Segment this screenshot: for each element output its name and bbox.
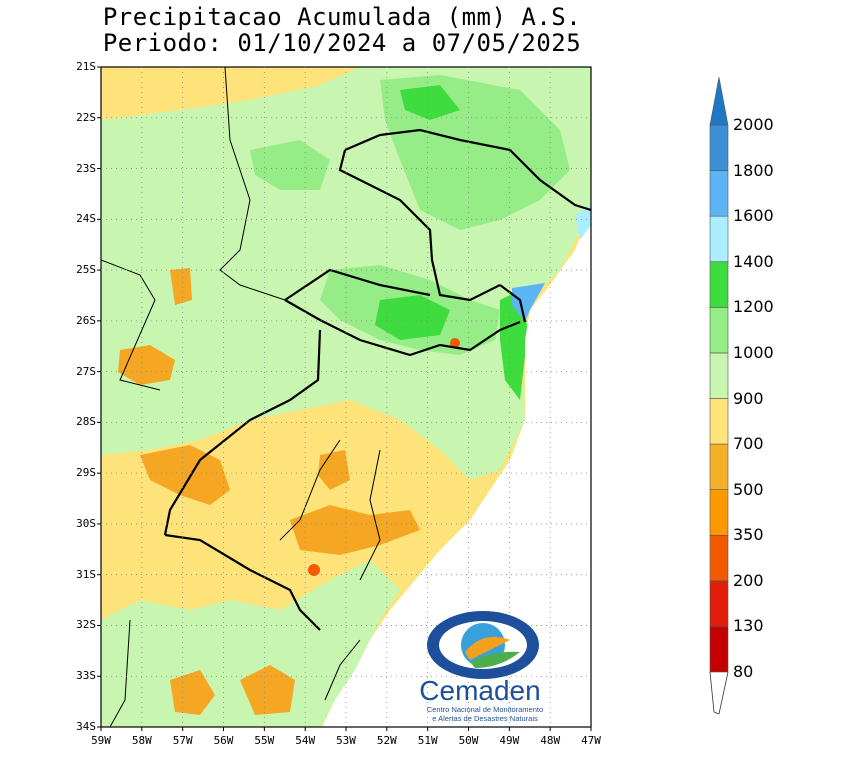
logo-eye-swoosh bbox=[465, 636, 510, 660]
sea bbox=[322, 210, 591, 727]
colorbar-level-label: 1000 bbox=[733, 342, 774, 362]
y-tick-label: 28S bbox=[76, 415, 96, 429]
y-tick-label: 21S bbox=[76, 60, 96, 73]
y-tick-label: 31S bbox=[76, 567, 96, 581]
colorbar-swatch bbox=[709, 170, 729, 217]
x-tick-label: 50W bbox=[458, 734, 479, 747]
colorbar-level-label: 80 bbox=[733, 662, 754, 681]
x-tick-label: 58W bbox=[131, 734, 152, 747]
x-tick-label: 57W bbox=[172, 734, 193, 747]
precip-zone-blue bbox=[512, 283, 545, 322]
chart-title-line1: Precipitacao Acumulada (mm) A.S. bbox=[102, 3, 582, 31]
colorbar-swatch bbox=[709, 215, 729, 263]
logo-subtitle-2: e Alertas de Desastres Naturais bbox=[432, 714, 538, 723]
state-borders bbox=[163, 128, 591, 631]
precip-spot-dark-orange bbox=[308, 564, 320, 576]
precip-spot-dark-orange-2 bbox=[450, 338, 460, 348]
y-tick-label: 27S bbox=[76, 364, 96, 378]
x-tick-label: 51W bbox=[417, 734, 438, 747]
x-tick-label: 54W bbox=[295, 734, 316, 747]
y-tick-label: 22S bbox=[76, 110, 96, 124]
colorbar-level-label: 130 bbox=[733, 616, 764, 636]
y-tick-label: 32S bbox=[76, 618, 96, 632]
precip-zone-bright-green-3 bbox=[500, 290, 528, 400]
colorbar-swatch bbox=[709, 534, 729, 582]
colorbar-swatch bbox=[709, 489, 729, 536]
colorbar-level-label: 1800 bbox=[733, 160, 774, 180]
y-tick-label: 26S bbox=[76, 313, 96, 327]
colorbar-level-label: 1600 bbox=[733, 206, 774, 226]
axis-ticks bbox=[97, 66, 592, 731]
y-tick-label: 29S bbox=[76, 466, 96, 480]
y-tick-label: 30S bbox=[76, 516, 96, 530]
x-tick-label: 52W bbox=[376, 734, 397, 747]
colorbar-max-extension bbox=[709, 76, 729, 126]
colorbar-level-label: 200 bbox=[733, 570, 764, 590]
cemaden-logo bbox=[427, 611, 539, 679]
colorbar-swatch bbox=[709, 398, 729, 445]
x-tick-label: 55W bbox=[254, 734, 275, 747]
precip-zone-orange-7 bbox=[170, 268, 192, 305]
precip-zone-orange-2 bbox=[140, 445, 230, 505]
logo-eye-swoosh-green bbox=[470, 651, 520, 668]
precip-zone-green-3 bbox=[250, 140, 330, 190]
precip-zone-bright-green-1 bbox=[375, 295, 450, 340]
x-tick-label: 59W bbox=[91, 734, 111, 747]
colorbar-swatch bbox=[709, 307, 729, 354]
colorbar-level-label: 900 bbox=[733, 388, 764, 408]
colorbar-level-label: 1200 bbox=[733, 297, 774, 317]
x-tick-label: 47W bbox=[581, 734, 601, 747]
precip-zone-orange-1 bbox=[118, 345, 175, 385]
colorbar bbox=[709, 76, 729, 715]
y-tick-label: 33S bbox=[76, 669, 96, 683]
colorbar-level-label: 350 bbox=[733, 525, 764, 545]
logo-name: Cemaden bbox=[419, 675, 540, 706]
grid-lines bbox=[101, 67, 591, 727]
colorbar-level-label: 500 bbox=[733, 479, 764, 499]
colorbar-min-extension bbox=[709, 671, 729, 715]
colorbar-swatch bbox=[709, 443, 729, 490]
precip-zone-bright-green-2 bbox=[400, 85, 460, 120]
precip-zone-lightblue bbox=[575, 205, 591, 240]
x-tick-label: 56W bbox=[213, 734, 234, 747]
colorbar-swatch bbox=[709, 580, 729, 627]
x-tick-label: 49W bbox=[499, 734, 520, 747]
x-tick-label: 53W bbox=[336, 734, 356, 747]
chart-title-line2: Periodo: 01/10/2024 a 07/05/2025 bbox=[102, 29, 582, 57]
precip-zone-orange-3 bbox=[290, 505, 420, 555]
colorbar-level-label: 2000 bbox=[733, 115, 774, 134]
y-tick-label: 23S bbox=[76, 161, 96, 175]
y-tick-label: 34S bbox=[76, 720, 96, 733]
x-tick-label: 48W bbox=[540, 734, 561, 747]
colorbar-swatch bbox=[709, 124, 729, 171]
y-tick-label: 25S bbox=[76, 263, 96, 277]
precip-zone-orange-6 bbox=[318, 450, 350, 490]
colorbar-level-label: 1400 bbox=[733, 251, 774, 271]
colorbar-swatch bbox=[709, 626, 729, 673]
colorbar-swatch bbox=[709, 352, 729, 399]
colorbar-level-label: 700 bbox=[733, 434, 764, 454]
logo-subtitle-1: Centro Nacional de Monitoramento bbox=[427, 705, 543, 714]
region-borders bbox=[101, 67, 381, 727]
precip-zone-orange-5 bbox=[240, 665, 295, 715]
colorbar-swatch bbox=[709, 261, 729, 308]
precip-zone-orange-4 bbox=[170, 670, 215, 715]
y-tick-label: 24S bbox=[76, 212, 96, 226]
